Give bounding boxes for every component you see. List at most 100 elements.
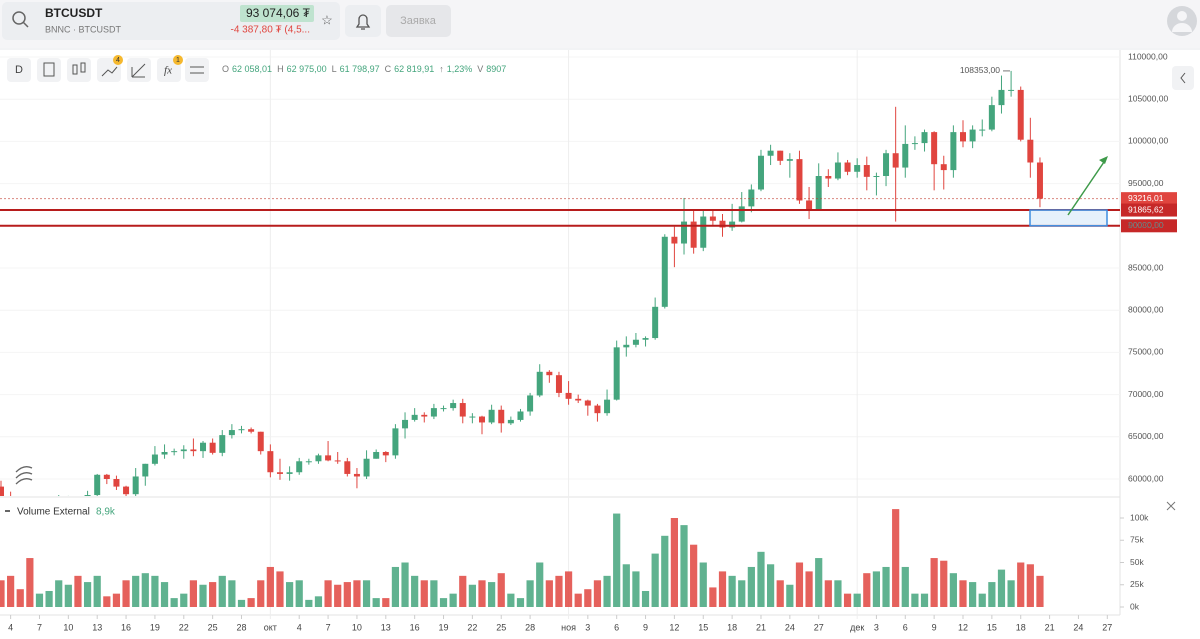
volume-bar bbox=[776, 580, 784, 607]
high-marker-label: 108353,00 bbox=[960, 65, 1000, 75]
volume-bar bbox=[372, 598, 380, 607]
badge-count: 4 bbox=[116, 57, 120, 64]
candle-body bbox=[527, 395, 534, 412]
volume-bar bbox=[661, 535, 669, 607]
collapse-button[interactable] bbox=[1172, 66, 1194, 90]
candle-body bbox=[248, 429, 255, 432]
order-button[interactable] bbox=[386, 5, 451, 37]
candle-body bbox=[681, 221, 688, 244]
legend-value: 62 819,91 bbox=[394, 64, 434, 74]
x-tick-label: 7 bbox=[37, 622, 42, 632]
volume-bar bbox=[622, 564, 630, 607]
volume-tick-label: 25k bbox=[1130, 579, 1144, 589]
candle-body bbox=[161, 451, 168, 455]
candle-body bbox=[363, 458, 370, 477]
volume-bar bbox=[55, 580, 63, 607]
candle-body bbox=[498, 409, 505, 424]
interval-button[interactable] bbox=[7, 58, 31, 82]
volume-bar bbox=[1036, 575, 1044, 607]
candle-body bbox=[690, 221, 697, 248]
volume-bar bbox=[795, 562, 804, 607]
favorite-star[interactable]: ☆ bbox=[321, 12, 333, 27]
y-tick-label: 100000,00 bbox=[1128, 136, 1168, 146]
legend-key: V bbox=[477, 64, 483, 74]
x-tick-label: 21 bbox=[756, 622, 766, 632]
symbol: BTCUSDT bbox=[45, 6, 103, 20]
candle-body bbox=[594, 405, 601, 414]
volume-bar bbox=[863, 573, 871, 607]
candle-body bbox=[238, 429, 245, 431]
legend-key: ↑ bbox=[439, 64, 444, 74]
candle-body bbox=[575, 398, 582, 401]
icon bbox=[101, 66, 118, 77]
volume-tick-label: 0k bbox=[1130, 601, 1140, 611]
search-icon bbox=[12, 11, 26, 25]
settings-button[interactable] bbox=[185, 58, 209, 82]
volume-bar bbox=[64, 584, 72, 607]
volume-bar bbox=[930, 558, 938, 607]
search-icon bbox=[22, 21, 29, 28]
chart-type-button[interactable] bbox=[67, 58, 91, 82]
legend-key: L bbox=[332, 64, 337, 74]
volume-bar bbox=[420, 580, 428, 607]
candle-body bbox=[334, 460, 341, 462]
candle-body bbox=[844, 162, 851, 172]
candle-body bbox=[883, 153, 890, 177]
volume-bar bbox=[362, 580, 371, 607]
volume-bar bbox=[709, 587, 717, 607]
volume-bar bbox=[488, 582, 496, 607]
icon: fx bbox=[164, 65, 172, 77]
candle-body bbox=[652, 306, 659, 339]
candle-body bbox=[536, 371, 543, 396]
close-pane[interactable] bbox=[1166, 501, 1176, 511]
candle-body bbox=[151, 454, 158, 464]
candle-body bbox=[113, 479, 120, 487]
x-tick-label: 9 bbox=[932, 622, 937, 632]
template-button[interactable] bbox=[37, 58, 61, 82]
price-label-bg bbox=[1121, 219, 1177, 233]
y-tick-label: 60000,00 bbox=[1128, 473, 1164, 483]
volume-bar bbox=[805, 571, 813, 607]
avatar-head bbox=[1177, 11, 1187, 21]
volume-bar bbox=[391, 566, 400, 607]
badge bbox=[173, 55, 183, 65]
candle-body bbox=[748, 189, 755, 207]
volume-bar bbox=[747, 566, 755, 607]
candle-body bbox=[632, 339, 639, 345]
candle-body bbox=[440, 408, 447, 410]
candle-body bbox=[517, 411, 524, 420]
candle-body bbox=[1036, 162, 1043, 199]
candle-body bbox=[738, 206, 745, 222]
x-tick-label: дек bbox=[850, 622, 864, 632]
volume-tick-label: 75k bbox=[1130, 535, 1144, 545]
candle-body bbox=[757, 155, 764, 190]
candle-body bbox=[392, 428, 399, 456]
volume-bar bbox=[122, 580, 130, 607]
x-tick-label: 3 bbox=[874, 622, 879, 632]
x-tick-label: ноя bbox=[561, 622, 576, 632]
candle-body bbox=[796, 159, 803, 201]
candle-body bbox=[200, 442, 207, 452]
volume-bar bbox=[978, 593, 986, 607]
volume-bar bbox=[853, 593, 861, 607]
candle-body bbox=[969, 129, 976, 142]
candle-body bbox=[276, 472, 283, 474]
volume-bar bbox=[738, 580, 746, 607]
price-label: 90000,00 bbox=[1128, 220, 1164, 230]
volume-bar bbox=[7, 575, 15, 607]
volume-bar bbox=[430, 580, 438, 607]
x-tick-label: 22 bbox=[467, 622, 477, 632]
volume-bars bbox=[0, 509, 1044, 607]
alert-button[interactable] bbox=[345, 5, 381, 37]
candle-body bbox=[960, 132, 966, 142]
candle-body bbox=[219, 435, 226, 453]
candle-body bbox=[613, 347, 620, 400]
volume-bar bbox=[151, 575, 159, 607]
volume-bar bbox=[295, 580, 303, 607]
volume-bar bbox=[314, 596, 323, 607]
candle-body bbox=[507, 419, 514, 424]
candle-body bbox=[0, 486, 4, 496]
watermark-logo bbox=[15, 466, 33, 485]
volume-bar bbox=[103, 596, 111, 607]
